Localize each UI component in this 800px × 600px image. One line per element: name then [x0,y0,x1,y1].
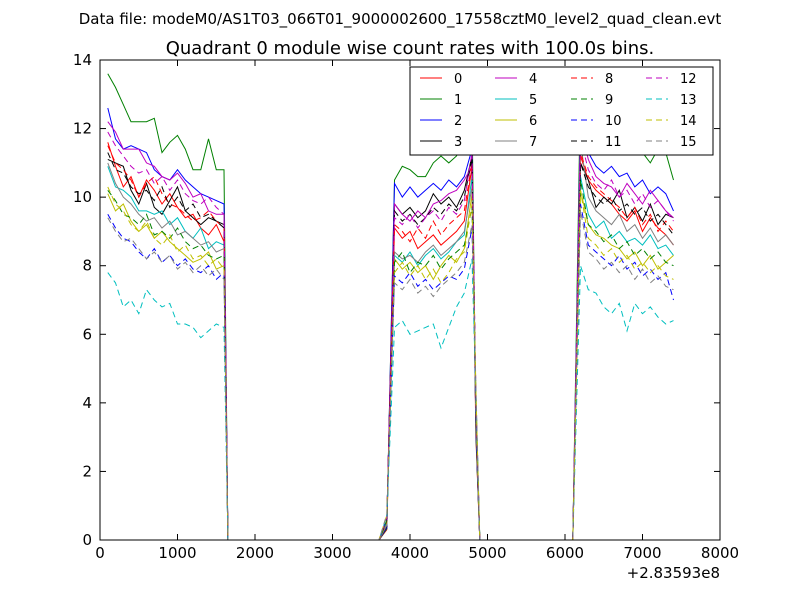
x-tick-label: 3000 [313,544,351,562]
x-tick-label: 4000 [391,544,429,562]
legend-label-3: 3 [454,135,462,150]
legend-label-4: 4 [529,72,537,87]
legend-label-5: 5 [529,93,537,108]
legend-label-9: 9 [605,93,613,108]
x-tick-label: 1000 [158,544,196,562]
series-line-12 [107,131,674,541]
plot-lines [107,73,674,541]
legend-box [409,66,714,156]
y-tick-label: 12 [73,120,92,138]
series-line-4 [107,121,674,541]
y-tick-label: 6 [82,325,92,343]
legend-label-7: 7 [529,135,537,150]
y-tick-label: 0 [82,531,92,549]
x-tick-label: 0 [95,544,105,562]
x-offset-label: +2.83593e8 [627,564,720,582]
legend-label-2: 2 [454,114,462,129]
x-tick-label: 6000 [546,544,584,562]
y-tick-label: 8 [82,257,92,275]
legend-label-0: 0 [454,72,462,87]
chart-title: Quadrant 0 module wise count rates with … [166,38,655,59]
legend-label-8: 8 [605,72,613,87]
legend-label-15: 15 [680,135,697,150]
legend-label-11: 11 [605,135,622,150]
legend-label-1: 1 [454,93,462,108]
axis-ticks: 0 1000 2000 3000 4000 5000 6000 7000 80000246810… [73,51,739,562]
y-tick-label: 4 [82,394,92,412]
x-tick-label: 7000 [623,544,661,562]
x-tick-label: 2000 [236,544,274,562]
series-line-14 [107,186,674,541]
legend-label-14: 14 [680,114,697,129]
y-tick-label: 14 [73,51,92,69]
series-line-11 [107,152,674,541]
series-line-15 [107,210,674,541]
x-tick-label: 8000 [701,544,739,562]
y-tick-label: 10 [73,188,92,206]
x-tick-label: 5000 [468,544,506,562]
legend-label-6: 6 [529,114,537,129]
series-line-13 [107,258,674,541]
series-line-2 [107,107,674,541]
y-tick-label: 2 [82,462,92,480]
legend-label-13: 13 [680,93,697,108]
legend-label-10: 10 [605,114,622,129]
legend-label-12: 12 [680,72,697,87]
figure-suptitle: Data file: modeM0/AS1T03_066T01_90000026… [79,10,722,29]
